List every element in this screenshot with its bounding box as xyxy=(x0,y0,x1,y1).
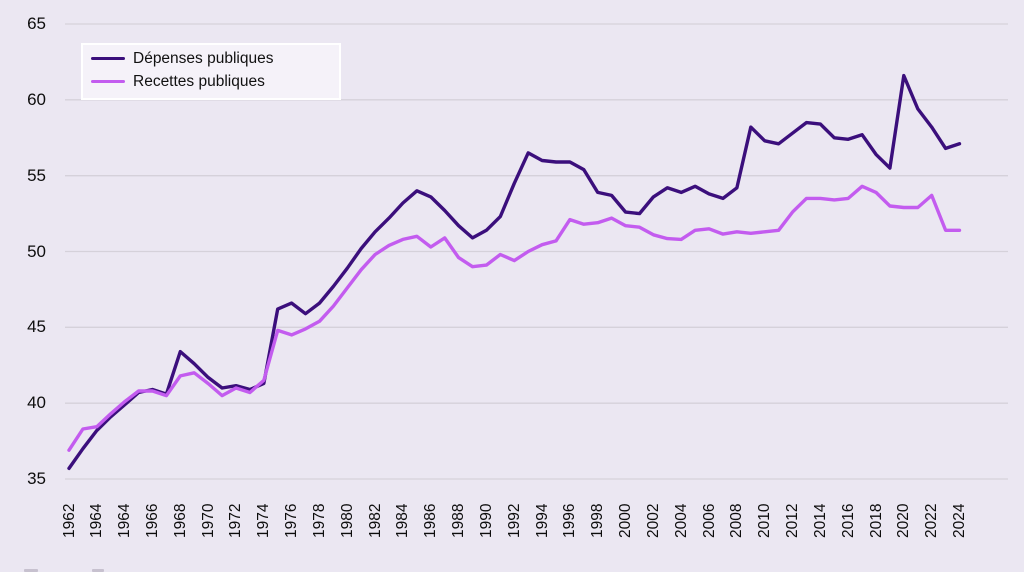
x-tick-label-5-1970: 1970 xyxy=(199,503,217,538)
legend-label-depenses: Dépenses publiques xyxy=(133,49,274,67)
x-tick-label-30-2020: 2020 xyxy=(895,503,913,538)
x-tick-label-14-1988: 1988 xyxy=(450,503,468,538)
x-tick-label-28-2016: 2016 xyxy=(839,503,857,538)
x-tick-label-32-2024: 2024 xyxy=(951,503,968,538)
x-tick-label-13-1986: 1986 xyxy=(422,503,440,538)
x-tick-label-7-1974: 1974 xyxy=(255,503,273,538)
x-tick-label-23-2006: 2006 xyxy=(700,503,718,538)
x-tick-label-31-2022: 2022 xyxy=(923,503,941,538)
x-tick-label-24-2008: 2008 xyxy=(728,503,746,538)
recettes-line xyxy=(67,184,962,452)
y-tick-label-45: 45 xyxy=(27,317,46,337)
x-tick-label-25-2010: 2010 xyxy=(756,503,774,538)
legend: Dépenses publiques Recettes publiques xyxy=(81,43,341,100)
x-tick-label-4-1968: 1968 xyxy=(171,503,189,538)
x-tick-label-18-1996: 1996 xyxy=(561,503,579,538)
depenses-line-swatch xyxy=(91,56,125,61)
x-tick-label-29-2018: 2018 xyxy=(867,503,885,538)
y-tick-label-35: 35 xyxy=(27,469,46,488)
x-tick-label-20-2000: 2000 xyxy=(617,503,635,538)
y-tick-label-55: 55 xyxy=(27,165,46,185)
cropped-footer-artifact xyxy=(24,569,38,572)
x-tick-label-6-1972: 1972 xyxy=(227,503,245,538)
y-tick-label-40: 40 xyxy=(27,393,46,413)
y-tick-label-65: 65 xyxy=(27,14,46,33)
x-tick-label-16-1992: 1992 xyxy=(505,503,523,538)
x-tick-label-26-2012: 2012 xyxy=(784,503,802,538)
x-tick-label-1-1964: 1964 xyxy=(88,503,106,538)
x-tick-label-15-1990: 1990 xyxy=(477,503,495,538)
x-tick-label-9-1978: 1978 xyxy=(310,503,328,538)
x-tick-label-11-1982: 1982 xyxy=(366,503,384,538)
recettes-line-swatch xyxy=(91,79,125,84)
y-tick-label-50: 50 xyxy=(27,241,46,261)
x-tick-label-27-2014: 2014 xyxy=(811,503,829,538)
y-tick-label-60: 60 xyxy=(27,89,46,109)
x-tick-label-17-1994: 1994 xyxy=(533,503,551,538)
x-tick-label-19-1998: 1998 xyxy=(589,503,607,538)
x-tick-label-10-1980: 1980 xyxy=(338,503,356,538)
x-tick-label-22-2004: 2004 xyxy=(672,503,690,538)
x-tick-label-21-2002: 2002 xyxy=(644,503,662,538)
x-tick-label-3-1966: 1966 xyxy=(143,503,161,538)
legend-item-depenses: Dépenses publiques xyxy=(83,47,339,70)
cropped-footer-artifact xyxy=(92,569,104,572)
x-tick-label-2-1964: 1964 xyxy=(116,503,134,538)
legend-item-recettes: Recettes publiques xyxy=(83,70,339,93)
x-tick-label-0-1962: 1962 xyxy=(60,503,78,538)
x-tick-label-8-1976: 1976 xyxy=(283,503,301,538)
legend-label-recettes: Recettes publiques xyxy=(133,72,265,90)
depenses-line xyxy=(67,73,962,471)
x-tick-label-12-1984: 1984 xyxy=(394,503,412,538)
